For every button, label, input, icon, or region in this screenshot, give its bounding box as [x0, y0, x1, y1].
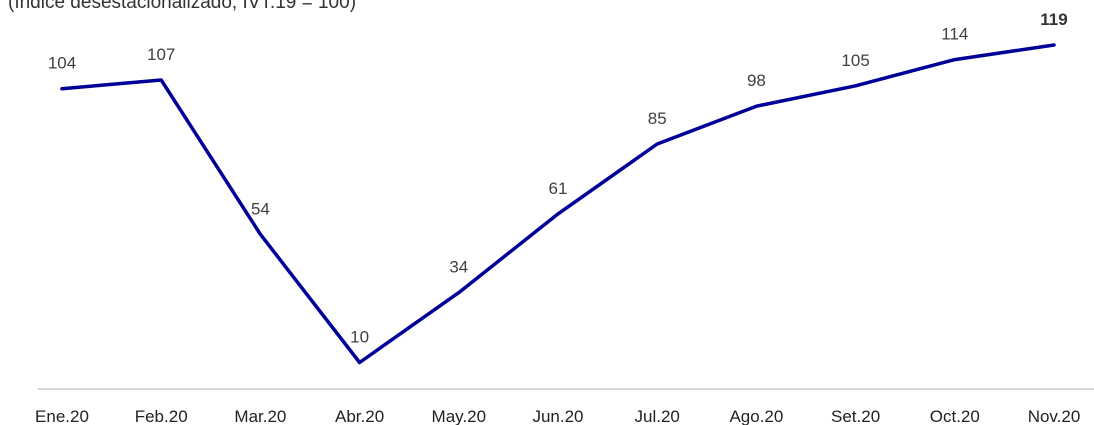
x-tick-label: Jul.20 [635, 407, 680, 425]
series-line [60, 43, 1056, 365]
data-label: 61 [549, 179, 568, 198]
data-label: 119 [1040, 10, 1067, 29]
x-tick-label: Jun.20 [532, 407, 583, 425]
x-tick-label: Mar.20 [234, 407, 286, 425]
x-tick-label: Abr.20 [335, 407, 384, 425]
x-tick-label: Nov.20 [1028, 407, 1081, 425]
data-label: 114 [941, 25, 968, 44]
x-tick-label: Ago.20 [729, 407, 783, 425]
x-tick-label: Feb.20 [135, 407, 188, 425]
data-label: 85 [648, 109, 667, 128]
x-tick-label: Ene.20 [35, 407, 89, 425]
data-label: 10 [350, 328, 369, 347]
data-label: 107 [147, 45, 175, 64]
data-label: 54 [251, 199, 270, 218]
x-tick-label: May.20 [432, 407, 487, 425]
data-label: 34 [449, 258, 468, 277]
x-tick-label: Set.20 [831, 407, 880, 425]
data-label: 104 [48, 54, 76, 73]
x-tick-label: Oct.20 [930, 407, 980, 425]
data-label: 98 [747, 71, 766, 90]
data-label: 105 [841, 51, 869, 70]
chart-subtitle: (índice desestacionalizado, IVT.19 = 100… [8, 0, 357, 13]
